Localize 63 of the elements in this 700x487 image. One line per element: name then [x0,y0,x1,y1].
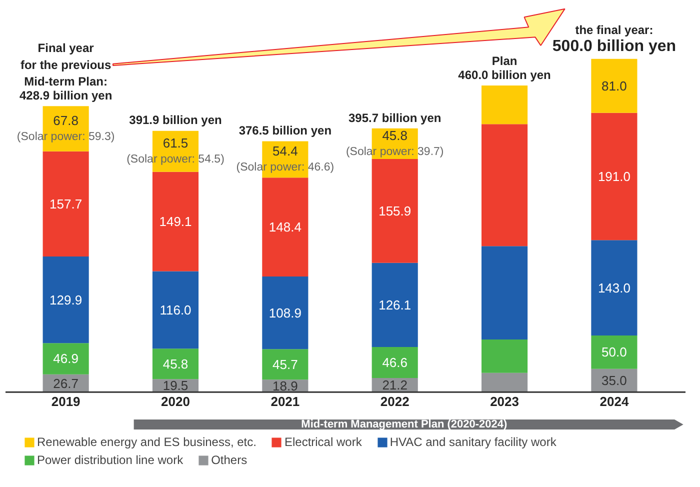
data-label: 155.9 [378,203,412,218]
bar [42,343,89,374]
bar [372,158,418,263]
data-label: 35.0 [602,373,627,388]
data-label: 149.1 [159,214,192,230]
legend-label: Electrical work [284,435,362,449]
x-tick-label: 2019 [51,394,80,409]
x-tick-label: 2022 [380,394,410,409]
total-label: 460.0 billion yen [458,68,551,82]
bar [482,86,528,124]
legend-label: Others [211,453,248,467]
bar [262,349,308,380]
bar [482,124,528,246]
bar [591,58,638,113]
bar [591,336,638,369]
text: the final year: [575,22,654,37]
data-label: 50.0 [602,344,627,360]
text: Mid-term Management Plan (2020-2024) [301,418,508,430]
total-label: 376.5 billion yen [238,124,332,138]
data-label: 46.9 [53,351,78,366]
x-tick-label: 2021 [270,394,300,409]
bar [482,372,528,392]
bar [482,246,528,340]
legend-label: HVAC and sanitary facility work [390,435,556,449]
x-tick-label: 2023 [490,394,519,409]
data-label: 129.9 [50,292,82,308]
data-label: 148.4 [268,220,302,235]
data-label: 126.1 [378,297,412,312]
bar [372,262,418,347]
data-label: 46.6 [382,355,408,370]
total-label: 391.9 billion yen [129,113,222,128]
data-label: 143.0 [598,280,630,296]
data-label: 18.9 [272,378,298,394]
total-label: 500.0 billion yen [552,38,676,56]
total-label: 395.7 billion yen [348,110,442,125]
annotation: Plan [492,54,518,68]
bar [262,178,308,276]
bar [591,112,638,240]
data-label: 45.8 [162,356,188,372]
legend-label: Renewable energy and ES business, etc. [37,435,256,449]
x-tick-label: 2020 [161,394,190,409]
total-label: 428.9 billion yen [19,88,112,102]
data-label: 81.0 [602,78,627,94]
bar [42,256,89,344]
x-tick-label: 2024 [600,394,630,409]
bar [591,240,638,336]
data-label: 116.0 [160,302,192,318]
bar [482,340,528,373]
data-label: 157.7 [50,196,82,212]
annotation: Final year for the previous Mid-term Plan: [20,41,112,89]
bar [372,346,418,378]
data-label: 21.2 [382,378,408,393]
data-label: 45.7 [272,356,298,372]
data-label: 19.5 [162,378,188,394]
legend-label: Power distribution line work [37,453,184,467]
bar [152,172,199,272]
bar [152,271,199,349]
data-label: 108.9 [268,305,302,320]
bar [262,276,308,350]
data-label: 26.7 [53,376,78,391]
bar [42,151,89,256]
bar [152,348,199,380]
data-label: 191.0 [598,169,630,184]
